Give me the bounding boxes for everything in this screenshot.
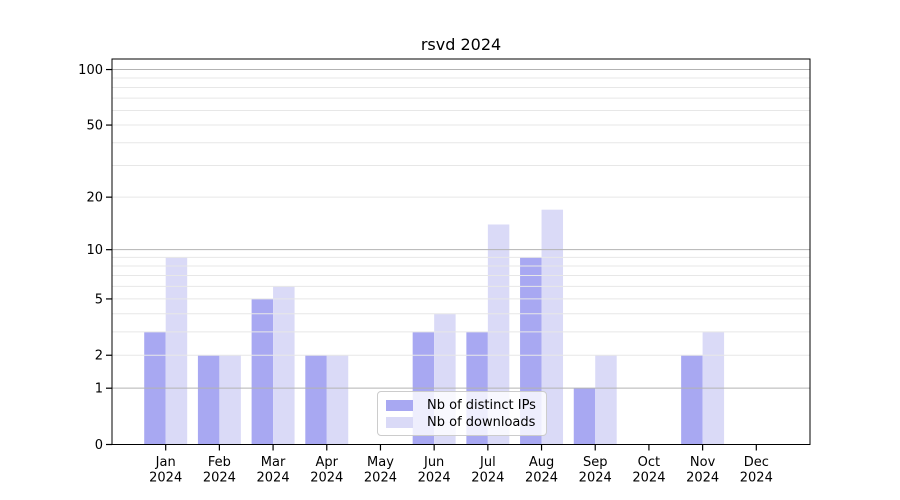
- x-tick-label-year-mar: 2024: [257, 471, 290, 486]
- x-tick-label-year-sep: 2024: [579, 471, 612, 486]
- bar-downloads-sep: [595, 355, 617, 445]
- bar-downloads-aug: [541, 209, 564, 445]
- chart-title: rsvd 2024: [420, 35, 502, 54]
- bar-distinct-ips-feb: [197, 355, 220, 445]
- x-tick-label-month-oct: Oct: [638, 455, 660, 470]
- bar-distinct-ips-sep: [573, 388, 596, 445]
- x-tick-label-month-sep: Sep: [583, 455, 608, 470]
- x-tick-label-month-mar: Mar: [261, 455, 286, 470]
- x-tick-label-month-jul: Jul: [479, 455, 496, 470]
- x-tick-label-month-jun: Jun: [423, 455, 444, 470]
- x-tick-label-year-aug: 2024: [525, 471, 558, 486]
- x-tick-label-month-feb: Feb: [208, 455, 231, 470]
- y-tick-label-1: 1: [95, 382, 103, 397]
- legend-item-distinct-ips: Nb of distinct IPs: [386, 397, 538, 414]
- legend-label-downloads: Nb of downloads: [427, 415, 536, 430]
- x-tick-label-year-jul: 2024: [471, 471, 504, 486]
- bar-distinct-ips-mar: [251, 298, 274, 445]
- y-tick-label-2: 2: [95, 349, 103, 364]
- legend: Nb of distinct IPs Nb of downloads: [377, 391, 547, 436]
- bar-downloads-jul: [487, 224, 510, 445]
- x-tick-label-month-apr: Apr: [316, 455, 339, 470]
- bar-downloads-feb: [219, 355, 241, 445]
- x-tick-label-year-may: 2024: [364, 471, 397, 486]
- x-tick-label-year-dec: 2024: [740, 471, 773, 486]
- y-tick-label-0: 0: [95, 438, 103, 453]
- bar-downloads-apr: [326, 355, 349, 445]
- x-tick-label-month-nov: Nov: [690, 455, 716, 470]
- legend-item-downloads: Nb of downloads: [386, 414, 538, 431]
- x-tick-label-month-dec: Dec: [744, 455, 769, 470]
- x-tick-label-month-jan: Jan: [155, 455, 176, 470]
- x-tick-label-year-feb: 2024: [203, 471, 236, 486]
- x-tick-label-month-aug: Aug: [529, 455, 554, 470]
- x-tick-label-year-jan: 2024: [149, 471, 182, 486]
- x-tick-label-month-may: May: [367, 455, 394, 470]
- legend-swatch-distinct-ips: [386, 400, 413, 411]
- bar-distinct-ips-nov: [681, 355, 703, 445]
- x-tick-label-year-apr: 2024: [310, 471, 343, 486]
- x-tick-label-year-oct: 2024: [632, 471, 665, 486]
- bar-distinct-ips-apr: [305, 355, 327, 445]
- legend-swatch-downloads: [386, 417, 413, 428]
- plot-border: [111, 58, 811, 445]
- y-tick-label-50: 50: [86, 119, 103, 134]
- bar-downloads-mar: [273, 286, 295, 445]
- bar-downloads-jan: [165, 257, 188, 445]
- y-tick-label-5: 5: [95, 292, 103, 307]
- x-tick-label-year-nov: 2024: [686, 471, 719, 486]
- y-tick-label-20: 20: [86, 191, 103, 206]
- y-tick-label-100: 100: [78, 63, 103, 78]
- legend-label-distinct-ips: Nb of distinct IPs: [427, 398, 536, 413]
- y-tick-label-10: 10: [86, 243, 103, 258]
- x-tick-label-year-jun: 2024: [418, 471, 451, 486]
